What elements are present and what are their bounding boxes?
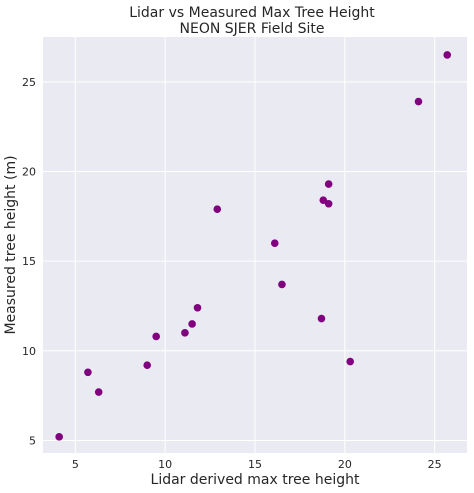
x-tick-label: 15 (248, 458, 262, 471)
data-point (443, 51, 452, 59)
data-point (188, 320, 196, 328)
data-point (346, 357, 355, 366)
y-axis-label: Measured tree height (m) (3, 155, 19, 334)
chart-subtitle: NEON SJER Field Site (180, 21, 325, 37)
x-tick-label: 20 (338, 458, 352, 471)
grid-lines (43, 37, 467, 453)
data-point (278, 280, 286, 289)
chart-title: Lidar vs Measured Max Tree Height (129, 5, 375, 21)
y-tick-label: 15 (22, 255, 36, 268)
x-tick-label: 5 (72, 458, 79, 471)
tick-labels: 5 10 15 20 25 5 10 15 20 25 (22, 76, 442, 471)
x-tick-label: 10 (158, 458, 172, 471)
data-point (213, 205, 222, 213)
y-tick-label: 25 (22, 76, 36, 89)
data-points (55, 51, 452, 441)
y-tick-label: 5 (29, 434, 36, 447)
data-point (317, 314, 326, 323)
y-tick-label: 20 (22, 165, 36, 178)
data-point (193, 303, 202, 312)
x-tick-label: 25 (428, 458, 442, 471)
data-point (55, 433, 63, 441)
data-point (324, 180, 333, 188)
data-point (270, 239, 279, 248)
data-point (84, 368, 92, 377)
data-point (152, 332, 160, 341)
y-tick-label: 10 (22, 345, 36, 358)
data-point (319, 196, 328, 204)
data-point (414, 97, 423, 106)
data-point (94, 388, 103, 396)
data-point (143, 361, 152, 369)
x-axis-label: Lidar derived max tree height (151, 472, 360, 488)
data-point (324, 199, 333, 208)
data-point (181, 329, 189, 337)
